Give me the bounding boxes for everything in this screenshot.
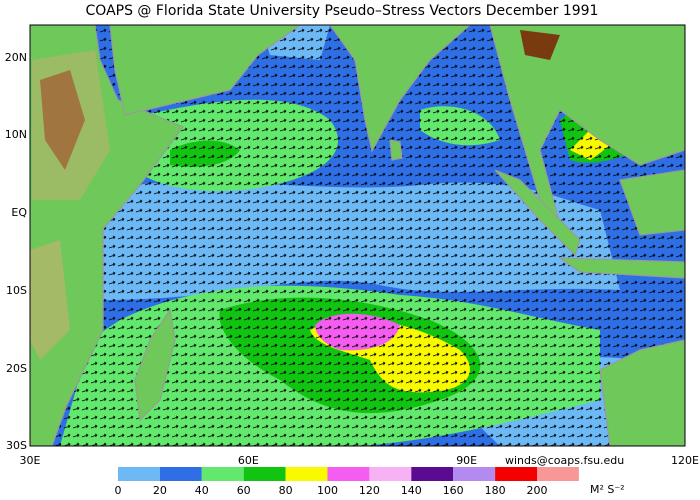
lat-label: 20S: [6, 362, 27, 375]
lat-label: 10N: [5, 128, 27, 141]
map-title: COAPS @ Florida State University Pseudo–…: [86, 3, 599, 19]
map: [30, 25, 685, 446]
legend-tick-label: 0: [115, 484, 122, 497]
legend-tick-label: 120: [359, 484, 380, 497]
highlands: [30, 50, 110, 360]
legend-swatch: [453, 467, 496, 481]
credit: winds@coaps.fsu.edu: [505, 454, 624, 467]
legend-swatch: [537, 467, 579, 481]
legend-swatch: [411, 467, 454, 481]
lon-label: 120E: [671, 454, 699, 467]
legend-tick-label: 40: [195, 484, 209, 497]
lon-labels: 30E 60E 90E 120E: [20, 454, 699, 467]
legend-tick-label: 20: [153, 484, 167, 497]
legend-tick-label: 180: [485, 484, 506, 497]
lat-label: EQ: [11, 206, 27, 219]
legend-tick-label: 100: [317, 484, 338, 497]
legend-swatch: [243, 467, 286, 481]
legend-swatch: [159, 467, 202, 481]
land: [30, 25, 685, 446]
legend-tick-label: 200: [527, 484, 548, 497]
legend-swatch: [285, 467, 328, 481]
lon-label: 30E: [20, 454, 41, 467]
map-frame: [29, 24, 686, 447]
lat-labels: 20N 10N EQ 10S 20S 30S: [5, 51, 28, 452]
legend-tick-label: 80: [279, 484, 293, 497]
lat-label: 10S: [6, 284, 27, 297]
legend-swatch: [327, 467, 370, 481]
legend-tick-label: 140: [401, 484, 422, 497]
legend-swatch: [495, 467, 537, 481]
legend-swatch: [118, 467, 160, 481]
legend-tick-label: 60: [237, 484, 251, 497]
legend: 0 20 40 60 80 100 120 140 160 180 200 M² S⁻²: [115, 467, 625, 497]
lat-label: 20N: [5, 51, 27, 64]
legend-swatch: [201, 467, 244, 481]
legend-unit: M² S⁻²: [590, 483, 625, 496]
legend-tick-label: 160: [443, 484, 464, 497]
lon-label: 90E: [456, 454, 477, 467]
lat-label: 30S: [6, 439, 27, 452]
lon-label: 60E: [238, 454, 259, 467]
legend-swatch: [369, 467, 412, 481]
